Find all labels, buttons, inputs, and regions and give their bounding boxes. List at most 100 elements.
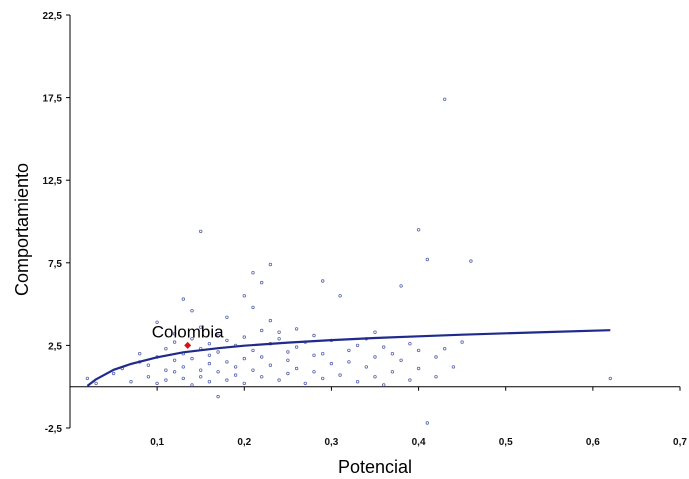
- data-point: [277, 337, 281, 341]
- data-point: [146, 363, 151, 367]
- y-tick-label: 22,5: [43, 11, 63, 22]
- data-point: [242, 356, 246, 361]
- data-point: [198, 325, 203, 329]
- data-point: [111, 371, 116, 376]
- data-point: [225, 360, 229, 364]
- data-point: [355, 380, 360, 384]
- data-point: [294, 345, 299, 349]
- data-point: [251, 305, 255, 310]
- data-point: [260, 280, 264, 285]
- data-point: [286, 371, 290, 376]
- data-point: [190, 337, 194, 341]
- data-point: [416, 366, 421, 371]
- data-point: [294, 366, 299, 371]
- data-point: [460, 340, 464, 344]
- data-point: [277, 378, 281, 382]
- data-point: [172, 340, 177, 344]
- data-point: [312, 333, 316, 338]
- data-point: [355, 343, 360, 348]
- data-point: [190, 383, 194, 387]
- data-point: [181, 365, 185, 369]
- data-point: [390, 352, 395, 356]
- data-point: [382, 345, 386, 349]
- highlight-point: [184, 341, 192, 349]
- data-point: [225, 338, 229, 343]
- data-point: [164, 347, 168, 351]
- data-point: [408, 378, 412, 382]
- data-point: [399, 284, 403, 288]
- data-point: [260, 355, 264, 359]
- data-point: [172, 370, 177, 374]
- x-tick-label: 0,6: [586, 437, 600, 448]
- data-point: [164, 378, 168, 382]
- data-point: [225, 378, 229, 382]
- data-point: [408, 342, 412, 346]
- data-point: [321, 376, 325, 381]
- data-point: [242, 294, 246, 298]
- x-tick-label: 0,2: [237, 437, 251, 448]
- data-point: [207, 353, 212, 357]
- x-tick-label: 0,7: [673, 437, 687, 448]
- data-point: [434, 375, 438, 379]
- data-point: [338, 373, 342, 377]
- x-tick-label: 0,1: [150, 437, 164, 448]
- y-tick-label: 12,5: [43, 176, 63, 187]
- x-axis-title: Potencial: [338, 457, 412, 477]
- trendline: [86, 329, 611, 387]
- data-point: [268, 363, 273, 367]
- data-point: [216, 350, 220, 354]
- data-point: [242, 335, 246, 339]
- data-point: [268, 318, 273, 323]
- data-point: [286, 350, 290, 354]
- data-point: [277, 330, 281, 334]
- y-tick-label: 17,5: [43, 94, 63, 105]
- data-point: [181, 297, 185, 301]
- data-points-layer: [85, 97, 612, 425]
- data-point: [294, 327, 299, 331]
- data-point: [338, 294, 342, 298]
- x-tick-label: 0,3: [324, 437, 338, 448]
- data-point: [190, 356, 194, 361]
- data-point: [129, 380, 133, 384]
- data-point: [190, 309, 194, 313]
- data-point: [321, 279, 325, 283]
- data-point: [198, 375, 203, 379]
- data-point: [329, 361, 334, 366]
- data-point: [608, 376, 612, 381]
- trendline-layer: [86, 329, 611, 387]
- data-point: [443, 347, 447, 351]
- data-point: [364, 365, 368, 369]
- y-tick-label: 2,5: [48, 341, 62, 352]
- data-point: [233, 365, 238, 369]
- highlight-layer: Colombia: [152, 322, 224, 349]
- data-point: [347, 348, 351, 353]
- data-point: [198, 368, 203, 372]
- data-point: [469, 259, 473, 263]
- data-point: [207, 361, 212, 366]
- y-axis-title: Comportamiento: [12, 163, 32, 296]
- data-point: [251, 271, 255, 275]
- data-point: [425, 421, 429, 425]
- data-point: [260, 328, 264, 333]
- data-point: [207, 342, 212, 346]
- y-tick-label: -2,5: [45, 424, 63, 435]
- data-point: [425, 257, 429, 262]
- data-point: [286, 358, 290, 362]
- data-point: [172, 332, 177, 336]
- data-point: [207, 380, 212, 384]
- data-point: [451, 365, 456, 369]
- y-tick-label: 7,5: [48, 259, 62, 270]
- data-point: [233, 373, 238, 377]
- data-point: [321, 352, 325, 356]
- data-point: [399, 358, 403, 362]
- data-point: [373, 330, 377, 334]
- data-point: [390, 370, 395, 374]
- data-point: [268, 262, 273, 267]
- data-point: [216, 333, 220, 338]
- data-point: [198, 229, 203, 234]
- data-point: [416, 348, 421, 353]
- highlight-label: Colombia: [152, 322, 224, 341]
- data-point: [382, 383, 386, 387]
- data-point: [216, 394, 220, 399]
